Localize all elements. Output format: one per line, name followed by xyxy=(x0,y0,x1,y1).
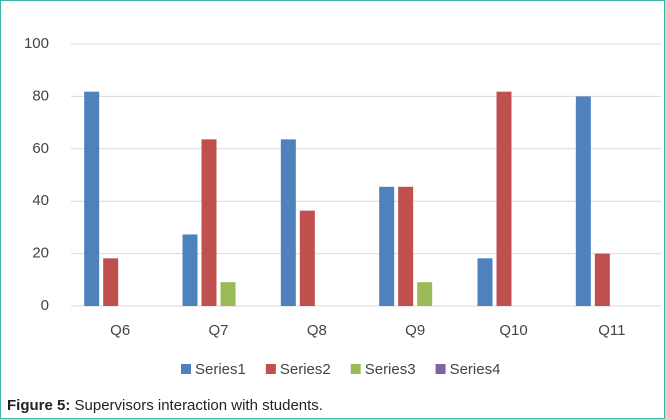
bar xyxy=(477,258,493,306)
caption: Figure 5: Supervisors interaction with s… xyxy=(7,397,323,414)
bar xyxy=(201,139,217,306)
bar xyxy=(379,186,395,306)
x-tick-label: Q6 xyxy=(110,322,130,339)
x-tick-label: Q10 xyxy=(499,322,527,339)
bar xyxy=(103,258,119,306)
caption-text: Supervisors interaction with students. xyxy=(74,397,323,414)
y-tick-label: 100 xyxy=(24,35,49,52)
x-tick-label: Q8 xyxy=(307,322,327,339)
chart: 0 20 40 60 80 100 Q6 Q7 Q8 Q9 Q10 Q11 Series1 Series2… xyxy=(24,35,661,378)
x-tick-label: Q9 xyxy=(405,322,425,339)
legend-swatch xyxy=(181,364,191,374)
bar xyxy=(299,210,315,306)
bar xyxy=(220,282,236,306)
x-tick-label: Q11 xyxy=(598,322,625,339)
y-tick-label: 80 xyxy=(32,87,49,104)
bar xyxy=(84,91,100,307)
bar xyxy=(594,253,610,306)
bar xyxy=(575,96,591,307)
y-tick-label: 20 xyxy=(32,245,49,262)
legend-swatch xyxy=(350,364,361,374)
bar xyxy=(496,91,512,307)
bar xyxy=(280,139,296,306)
y-tick-label: 0 xyxy=(41,297,49,314)
legend-swatch xyxy=(435,364,446,374)
legend-label: Series3 xyxy=(365,361,416,378)
bar xyxy=(417,282,433,306)
legend-label: Series4 xyxy=(450,361,501,378)
y-tick-label: 40 xyxy=(32,192,49,209)
legend-swatch xyxy=(265,364,276,374)
y-tick-label: 60 xyxy=(32,140,49,157)
caption-label: Figure 5: xyxy=(7,397,71,414)
bar xyxy=(398,186,414,306)
bar xyxy=(182,234,198,306)
legend-label: Series1 xyxy=(195,361,246,378)
legend-label: Series2 xyxy=(280,361,331,378)
x-tick-label: Q7 xyxy=(208,322,228,339)
